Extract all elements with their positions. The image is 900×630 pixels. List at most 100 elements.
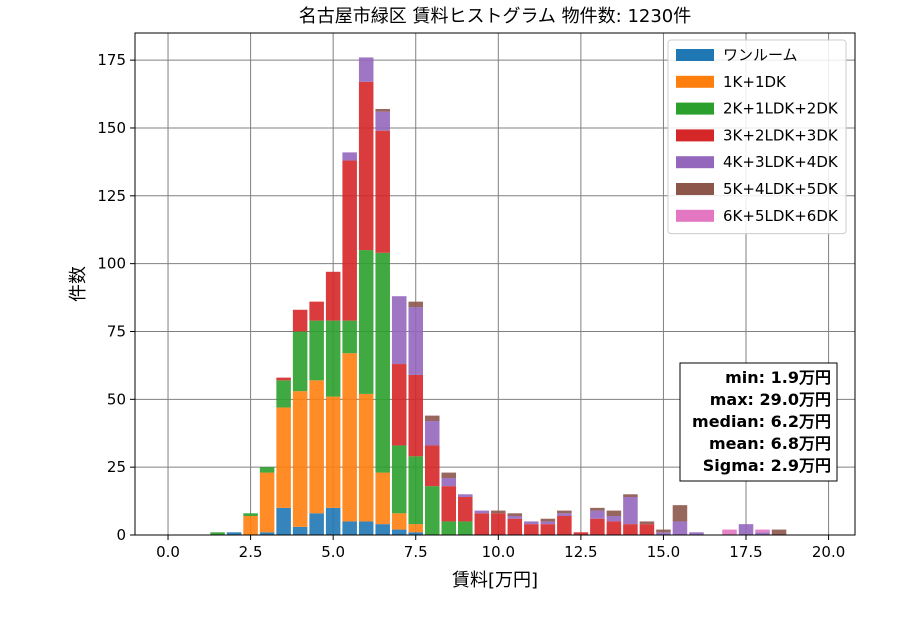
bar-segment	[656, 532, 671, 535]
stats-line: max: 29.0万円	[710, 390, 831, 409]
bar-segment	[606, 516, 622, 522]
x-tick-label: 12.5	[564, 543, 597, 561]
stats-box: min: 1.9万円 max: 29.0万円 median: 6.2万円 mean: …	[679, 362, 838, 482]
bar-segment	[639, 521, 655, 525]
bar-segment	[458, 494, 473, 498]
bar-segment	[458, 497, 473, 522]
bar-segment	[375, 524, 390, 535]
bar-segment	[259, 472, 275, 533]
bar-segment	[408, 301, 423, 308]
x-tick-label: 0.0	[156, 543, 180, 561]
x-tick-label: 15.0	[647, 543, 680, 561]
bar-segment	[358, 521, 374, 535]
bar-segment	[375, 252, 390, 473]
bar-segment	[458, 521, 473, 535]
x-tick-label: 20.0	[812, 543, 845, 561]
bar-segment	[276, 377, 291, 381]
bar-segment	[408, 374, 423, 457]
bar-segment	[375, 472, 390, 525]
legend-label: 6K+5LDK+6DK	[723, 207, 839, 225]
bar-segment	[441, 486, 457, 522]
x-tick-label: 2.5	[239, 543, 263, 561]
y-tick-label: 150	[97, 119, 126, 137]
bar-segment	[358, 81, 374, 251]
bar-segment	[210, 532, 225, 535]
bar-segment	[590, 507, 605, 511]
legend-swatch	[676, 209, 714, 222]
bar-segment	[623, 494, 638, 498]
bar-segment	[391, 296, 407, 365]
stats-line: Sigma: 2.9万円	[703, 456, 831, 475]
bar-segment	[755, 532, 770, 535]
bar-segment	[474, 510, 490, 514]
bar-segment	[672, 505, 688, 522]
y-tick-label: 0	[116, 526, 126, 544]
stats-line: mean: 6.8万円	[709, 434, 831, 453]
y-tick-label: 25	[107, 458, 126, 476]
bar-segment	[325, 396, 341, 508]
bar-segment	[358, 393, 374, 522]
bar-segment	[590, 518, 605, 535]
bar-segment	[342, 152, 357, 161]
bar-segment	[342, 160, 357, 321]
bar-segment	[507, 516, 523, 519]
bar-segment	[424, 421, 440, 446]
bar-segment	[540, 521, 556, 525]
bar-segment	[292, 391, 308, 527]
y-tick-label: 75	[107, 322, 126, 340]
legend-label: ワンルーム	[723, 46, 798, 64]
legend: ワンルーム 1K+1DK 2K+1LDK+2DK 3K+2LDK+3DK 4K+3LDK…	[667, 39, 847, 235]
plot-frame	[134, 32, 856, 536]
bar-segment	[424, 415, 440, 422]
legend-swatch	[676, 102, 714, 115]
bar-segment	[639, 524, 655, 535]
bar-segment	[358, 57, 374, 82]
bar-segment	[391, 513, 407, 530]
bar-segment	[276, 407, 291, 508]
bar-segment	[342, 320, 357, 354]
legend-swatch	[676, 156, 714, 169]
y-tick-label: 125	[97, 187, 126, 205]
bar-segment	[375, 108, 390, 112]
bar-segment	[309, 320, 324, 381]
stats-frame	[679, 362, 838, 482]
bar-segment	[738, 524, 754, 535]
bar-segment	[408, 456, 423, 525]
bar-segment	[375, 111, 390, 131]
chart-title: 名古屋市緑区 賃料ヒストグラム 物件数: 1230件	[299, 6, 692, 27]
bar-segment	[524, 521, 539, 525]
bar-segment	[358, 250, 374, 394]
legend-label: 3K+2LDK+3DK	[723, 126, 839, 144]
bar-segment	[408, 524, 423, 533]
bar-segment	[507, 518, 523, 535]
bar-segment	[441, 521, 457, 535]
bar-segment	[441, 472, 457, 479]
stats-line: median: 6.2万円	[692, 412, 831, 431]
bar-segment	[606, 510, 622, 517]
bar-segment	[672, 521, 688, 535]
bar-segment	[491, 513, 506, 535]
bar-segment	[342, 521, 357, 535]
bar-segment	[342, 353, 357, 522]
y-tick-label: 175	[97, 51, 126, 69]
bar-segment	[606, 521, 622, 535]
bar-segment	[292, 331, 308, 392]
bar-segment	[590, 510, 605, 519]
bar-segment	[375, 130, 390, 253]
y-tick-label: 100	[97, 255, 126, 273]
x-tick-label: 17.5	[729, 543, 762, 561]
bar-segment	[391, 364, 407, 446]
y-axis-ticks: 0 25 50 75 100 125 150 175	[97, 51, 135, 544]
bar-segment	[656, 529, 671, 533]
bar-segment	[325, 507, 341, 535]
bar-segment	[325, 320, 341, 397]
bar-segment	[557, 516, 572, 535]
bar-segment	[309, 513, 324, 535]
bar-segment	[540, 518, 556, 522]
bar-segment	[424, 486, 440, 535]
bar-segment	[276, 507, 291, 535]
stats-line: min: 1.9万円	[725, 368, 831, 387]
x-axis-ticks: 0.0 2.5 5.0 7.5 10.0 12.5 15.0 17.5 20.0	[156, 535, 845, 561]
